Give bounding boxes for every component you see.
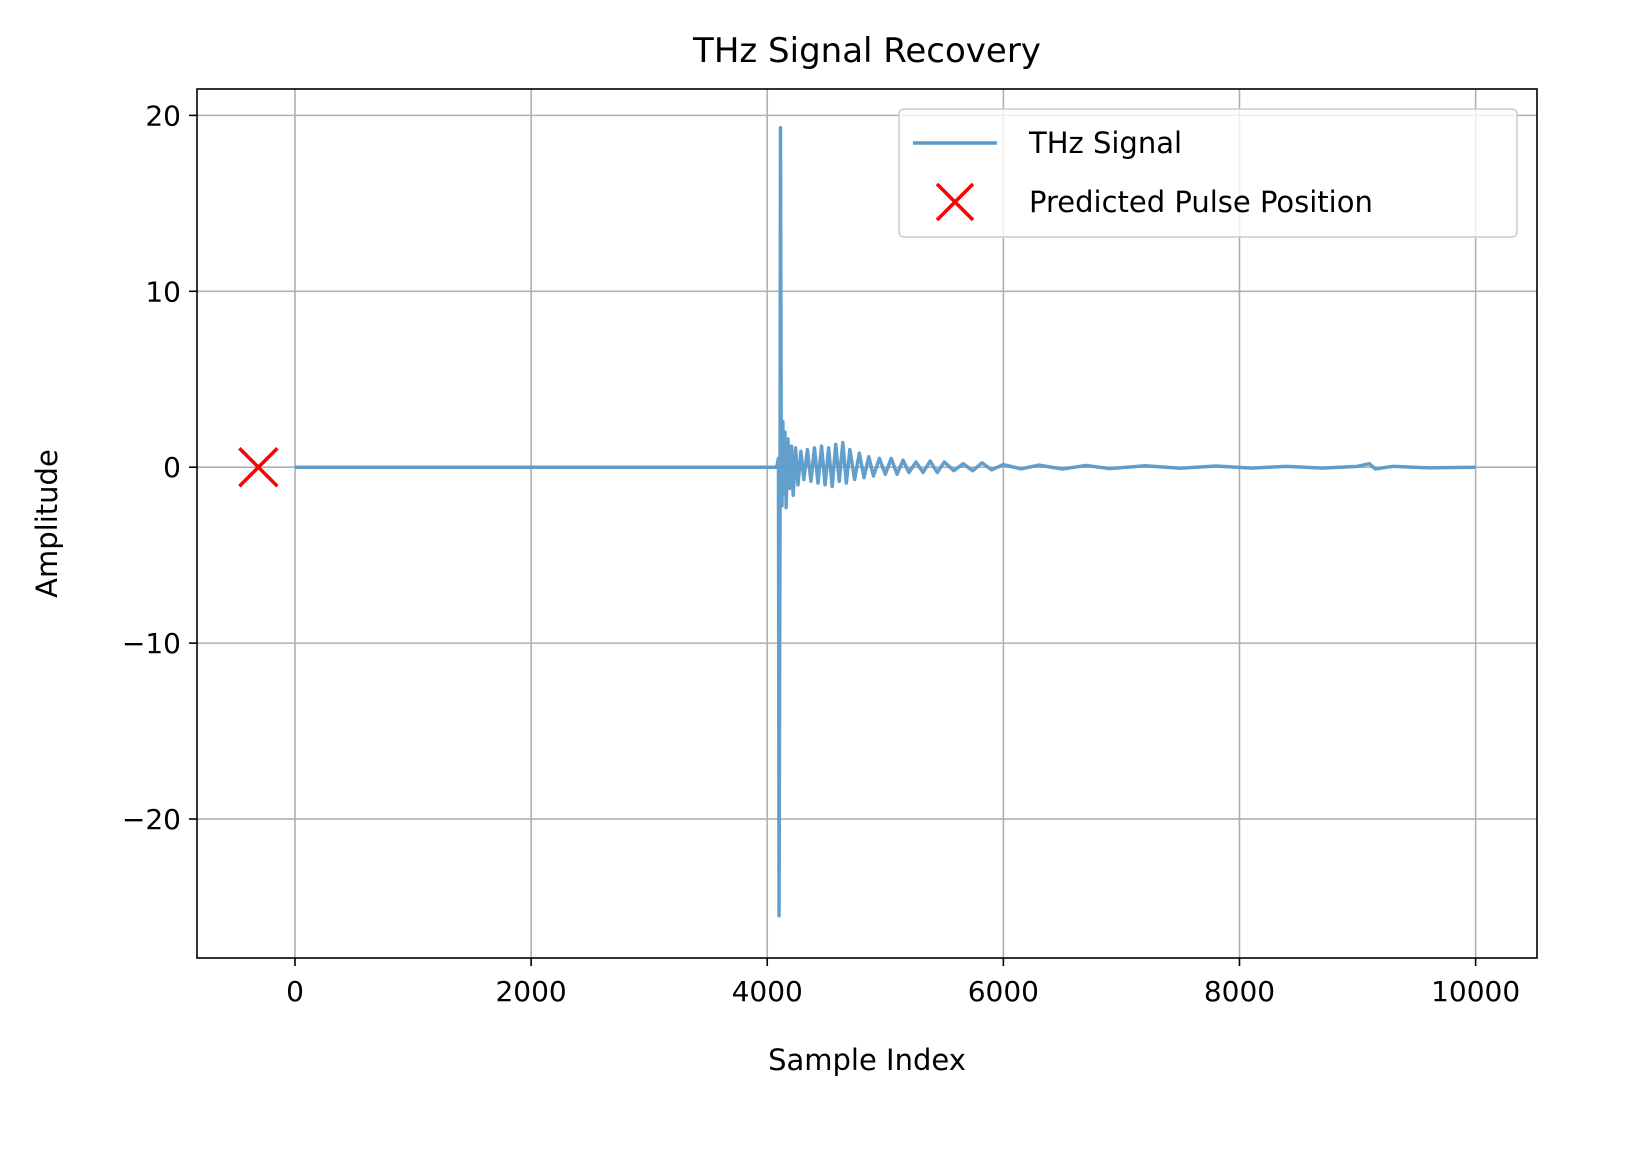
chart-title: THz Signal Recovery bbox=[692, 31, 1041, 71]
legend-marker-x bbox=[935, 182, 975, 222]
legend-label-thz-signal: THz Signal bbox=[1028, 126, 1182, 160]
legend: THz Signal Predicted Pulse Position bbox=[898, 108, 1518, 238]
axis-ticks: 0 2000 4000 6000 8000 10000 −20 −10 0 10 20 bbox=[122, 99, 1520, 1008]
x-tick-label: 0 bbox=[286, 975, 304, 1008]
y-tick-label: 10 bbox=[145, 275, 181, 308]
marker-predicted-pulse-position bbox=[238, 446, 279, 488]
legend-label-predicted-pulse-position: Predicted Pulse Position bbox=[1029, 185, 1373, 219]
y-tick-label: −10 bbox=[122, 627, 181, 660]
legend-box bbox=[898, 108, 1518, 238]
x-axis-label: Sample Index bbox=[768, 1043, 966, 1077]
x-tick-label: 2000 bbox=[495, 975, 566, 1008]
legend-swatch-predicted-pulse-position bbox=[935, 182, 975, 222]
y-axis-label: Amplitude bbox=[30, 449, 64, 598]
x-tick-label: 8000 bbox=[1204, 975, 1275, 1008]
y-tick-label: 20 bbox=[145, 99, 181, 132]
series-line-thz-signal bbox=[294, 125, 1476, 918]
x-tick-label: 10000 bbox=[1431, 975, 1520, 1008]
plot-area bbox=[238, 125, 1476, 918]
y-tick-label: 0 bbox=[163, 451, 181, 484]
y-tick-label: −20 bbox=[122, 803, 181, 836]
x-tick-label: 4000 bbox=[732, 975, 803, 1008]
axes-frame bbox=[196, 88, 1538, 959]
x-tick-label: 6000 bbox=[968, 975, 1039, 1008]
